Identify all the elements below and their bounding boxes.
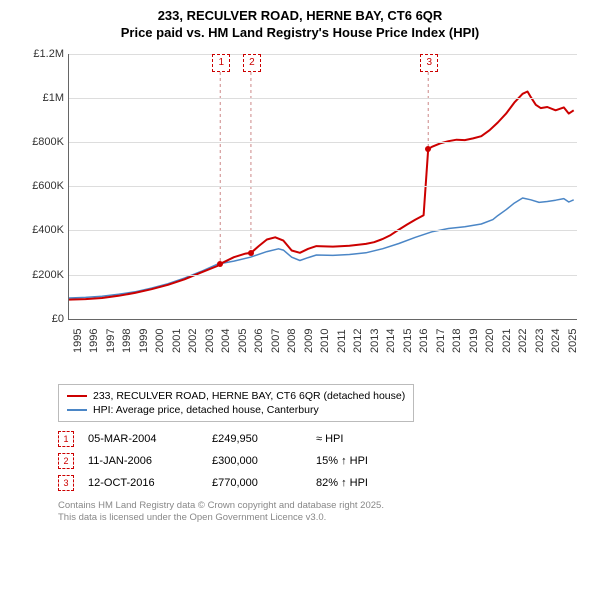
- gridline: [69, 230, 577, 231]
- xtick-label: 2023: [534, 328, 546, 352]
- xtick-label: 2022: [517, 328, 529, 352]
- xtick-label: 2005: [237, 328, 249, 352]
- title-line-1: 233, RECULVER ROAD, HERNE BAY, CT6 6QR: [10, 8, 590, 25]
- xtick-label: 2024: [550, 328, 562, 352]
- sales-date: 11-JAN-2006: [88, 455, 198, 467]
- xtick-label: 2016: [418, 328, 430, 352]
- gridline: [69, 142, 577, 143]
- xtick-label: 2020: [484, 328, 496, 352]
- xtick-label: 2008: [286, 328, 298, 352]
- footer-line-1: Contains HM Land Registry data © Crown c…: [58, 500, 590, 512]
- xtick-label: 2011: [336, 329, 348, 353]
- sales-marker-icon: 3: [58, 475, 74, 491]
- xtick-label: 2003: [204, 328, 216, 352]
- gridline: [69, 275, 577, 276]
- xtick-label: 2007: [270, 328, 282, 352]
- sales-date: 05-MAR-2004: [88, 433, 198, 445]
- xtick-label: 1995: [72, 328, 84, 352]
- ytick-label: £400K: [20, 224, 64, 236]
- xtick-label: 2015: [402, 328, 414, 352]
- ytick-label: £800K: [20, 136, 64, 148]
- legend-item-hpi: HPI: Average price, detached house, Cant…: [67, 403, 405, 417]
- sales-marker-icon: 1: [58, 431, 74, 447]
- xtick-label: 2017: [435, 328, 447, 352]
- sales-row: 3 12-OCT-2016 £770,000 82% ↑ HPI: [58, 472, 590, 494]
- xtick-label: 2004: [220, 328, 232, 352]
- xtick-label: 2001: [171, 328, 183, 352]
- xtick-label: 1998: [121, 328, 133, 352]
- chart-area: £0 £200K £400K £600K £800K £1M £1.2M 12 3 1995 1…: [20, 50, 580, 380]
- sale-dot: [425, 146, 431, 152]
- sale-marker-box: 1: [212, 54, 230, 72]
- sales-price: £770,000: [212, 477, 302, 489]
- xtick-label: 2002: [187, 328, 199, 352]
- legend-swatch-hpi: [67, 409, 87, 411]
- xtick-label: 1996: [88, 328, 100, 352]
- legend-item-price: 233, RECULVER ROAD, HERNE BAY, CT6 6QR (…: [67, 389, 405, 403]
- sales-table: 1 05-MAR-2004 £249,950 ≈ HPI 2 11-JAN-2006 £30…: [58, 428, 590, 494]
- sales-comparison: ≈ HPI: [316, 433, 406, 445]
- title-line-2: Price paid vs. HM Land Registry's House …: [10, 25, 590, 42]
- xtick-label: 2010: [319, 328, 331, 352]
- sales-comparison: 15% ↑ HPI: [316, 455, 406, 467]
- plot-region: 12 3: [68, 54, 577, 320]
- xtick-label: 2006: [253, 328, 265, 352]
- sale-marker-box: 3: [420, 54, 438, 72]
- xtick-label: 2021: [501, 328, 513, 352]
- xtick-label: 2018: [451, 328, 463, 352]
- footer-attribution: Contains HM Land Registry data © Crown c…: [58, 500, 590, 525]
- legend-label-price: 233, RECULVER ROAD, HERNE BAY, CT6 6QR (…: [93, 390, 405, 402]
- legend: 233, RECULVER ROAD, HERNE BAY, CT6 6QR (…: [58, 384, 414, 422]
- sale-dot: [217, 261, 223, 267]
- legend-label-hpi: HPI: Average price, detached house, Cant…: [93, 404, 319, 416]
- ytick-label: £0: [20, 313, 64, 325]
- ytick-label: £200K: [20, 269, 64, 281]
- sales-date: 12-OCT-2016: [88, 477, 198, 489]
- xtick-label: 1999: [138, 328, 150, 352]
- xtick-label: 2013: [369, 328, 381, 352]
- chart-title: 233, RECULVER ROAD, HERNE BAY, CT6 6QR P…: [10, 8, 590, 42]
- gridline: [69, 186, 577, 187]
- gridline: [69, 54, 577, 55]
- gridline: [69, 98, 577, 99]
- sale-dot: [248, 250, 254, 256]
- sales-price: £249,950: [212, 433, 302, 445]
- ytick-label: £1M: [20, 92, 64, 104]
- xtick-label: 2012: [352, 328, 364, 352]
- ytick-label: £600K: [20, 180, 64, 192]
- xtick-label: 1997: [105, 328, 117, 352]
- xtick-label: 2019: [468, 328, 480, 352]
- sales-marker-icon: 2: [58, 453, 74, 469]
- sales-price: £300,000: [212, 455, 302, 467]
- legend-swatch-price: [67, 395, 87, 397]
- xtick-label: 2009: [303, 328, 315, 352]
- sale-marker-box: 2: [243, 54, 261, 72]
- ytick-label: £1.2M: [20, 48, 64, 60]
- xtick-label: 2000: [154, 328, 166, 352]
- sales-comparison: 82% ↑ HPI: [316, 477, 406, 489]
- xtick-label: 2014: [385, 328, 397, 352]
- chart-container: 233, RECULVER ROAD, HERNE BAY, CT6 6QR P…: [0, 0, 600, 528]
- footer-line-2: This data is licensed under the Open Gov…: [58, 512, 590, 524]
- sales-row: 1 05-MAR-2004 £249,950 ≈ HPI: [58, 428, 590, 450]
- xtick-label: 2025: [567, 328, 579, 352]
- sales-row: 2 11-JAN-2006 £300,000 15% ↑ HPI: [58, 450, 590, 472]
